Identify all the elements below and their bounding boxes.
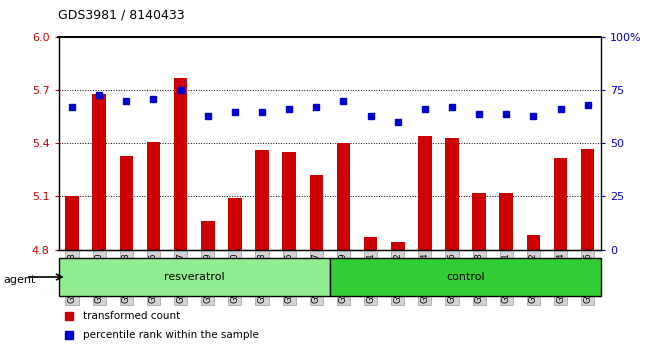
Bar xyxy=(581,149,595,250)
Bar xyxy=(418,136,432,250)
Bar xyxy=(445,138,459,250)
Bar xyxy=(473,193,486,250)
Bar xyxy=(120,156,133,250)
Text: resveratrol: resveratrol xyxy=(164,272,224,282)
Bar xyxy=(391,242,404,250)
Bar xyxy=(174,78,187,250)
Bar xyxy=(65,196,79,250)
Bar xyxy=(201,221,214,250)
Text: GDS3981 / 8140433: GDS3981 / 8140433 xyxy=(58,9,185,22)
Text: percentile rank within the sample: percentile rank within the sample xyxy=(83,330,259,340)
Bar xyxy=(364,237,378,250)
Bar xyxy=(330,258,601,296)
Bar xyxy=(255,150,269,250)
Bar xyxy=(147,142,161,250)
Bar xyxy=(282,152,296,250)
Text: control: control xyxy=(447,272,485,282)
Bar xyxy=(337,143,350,250)
Bar xyxy=(58,258,330,296)
Text: agent: agent xyxy=(3,275,36,285)
Text: transformed count: transformed count xyxy=(83,311,180,321)
Bar xyxy=(309,175,323,250)
Bar xyxy=(554,158,567,250)
Bar xyxy=(228,198,242,250)
Bar xyxy=(526,235,540,250)
Bar xyxy=(499,193,513,250)
Bar xyxy=(92,94,106,250)
